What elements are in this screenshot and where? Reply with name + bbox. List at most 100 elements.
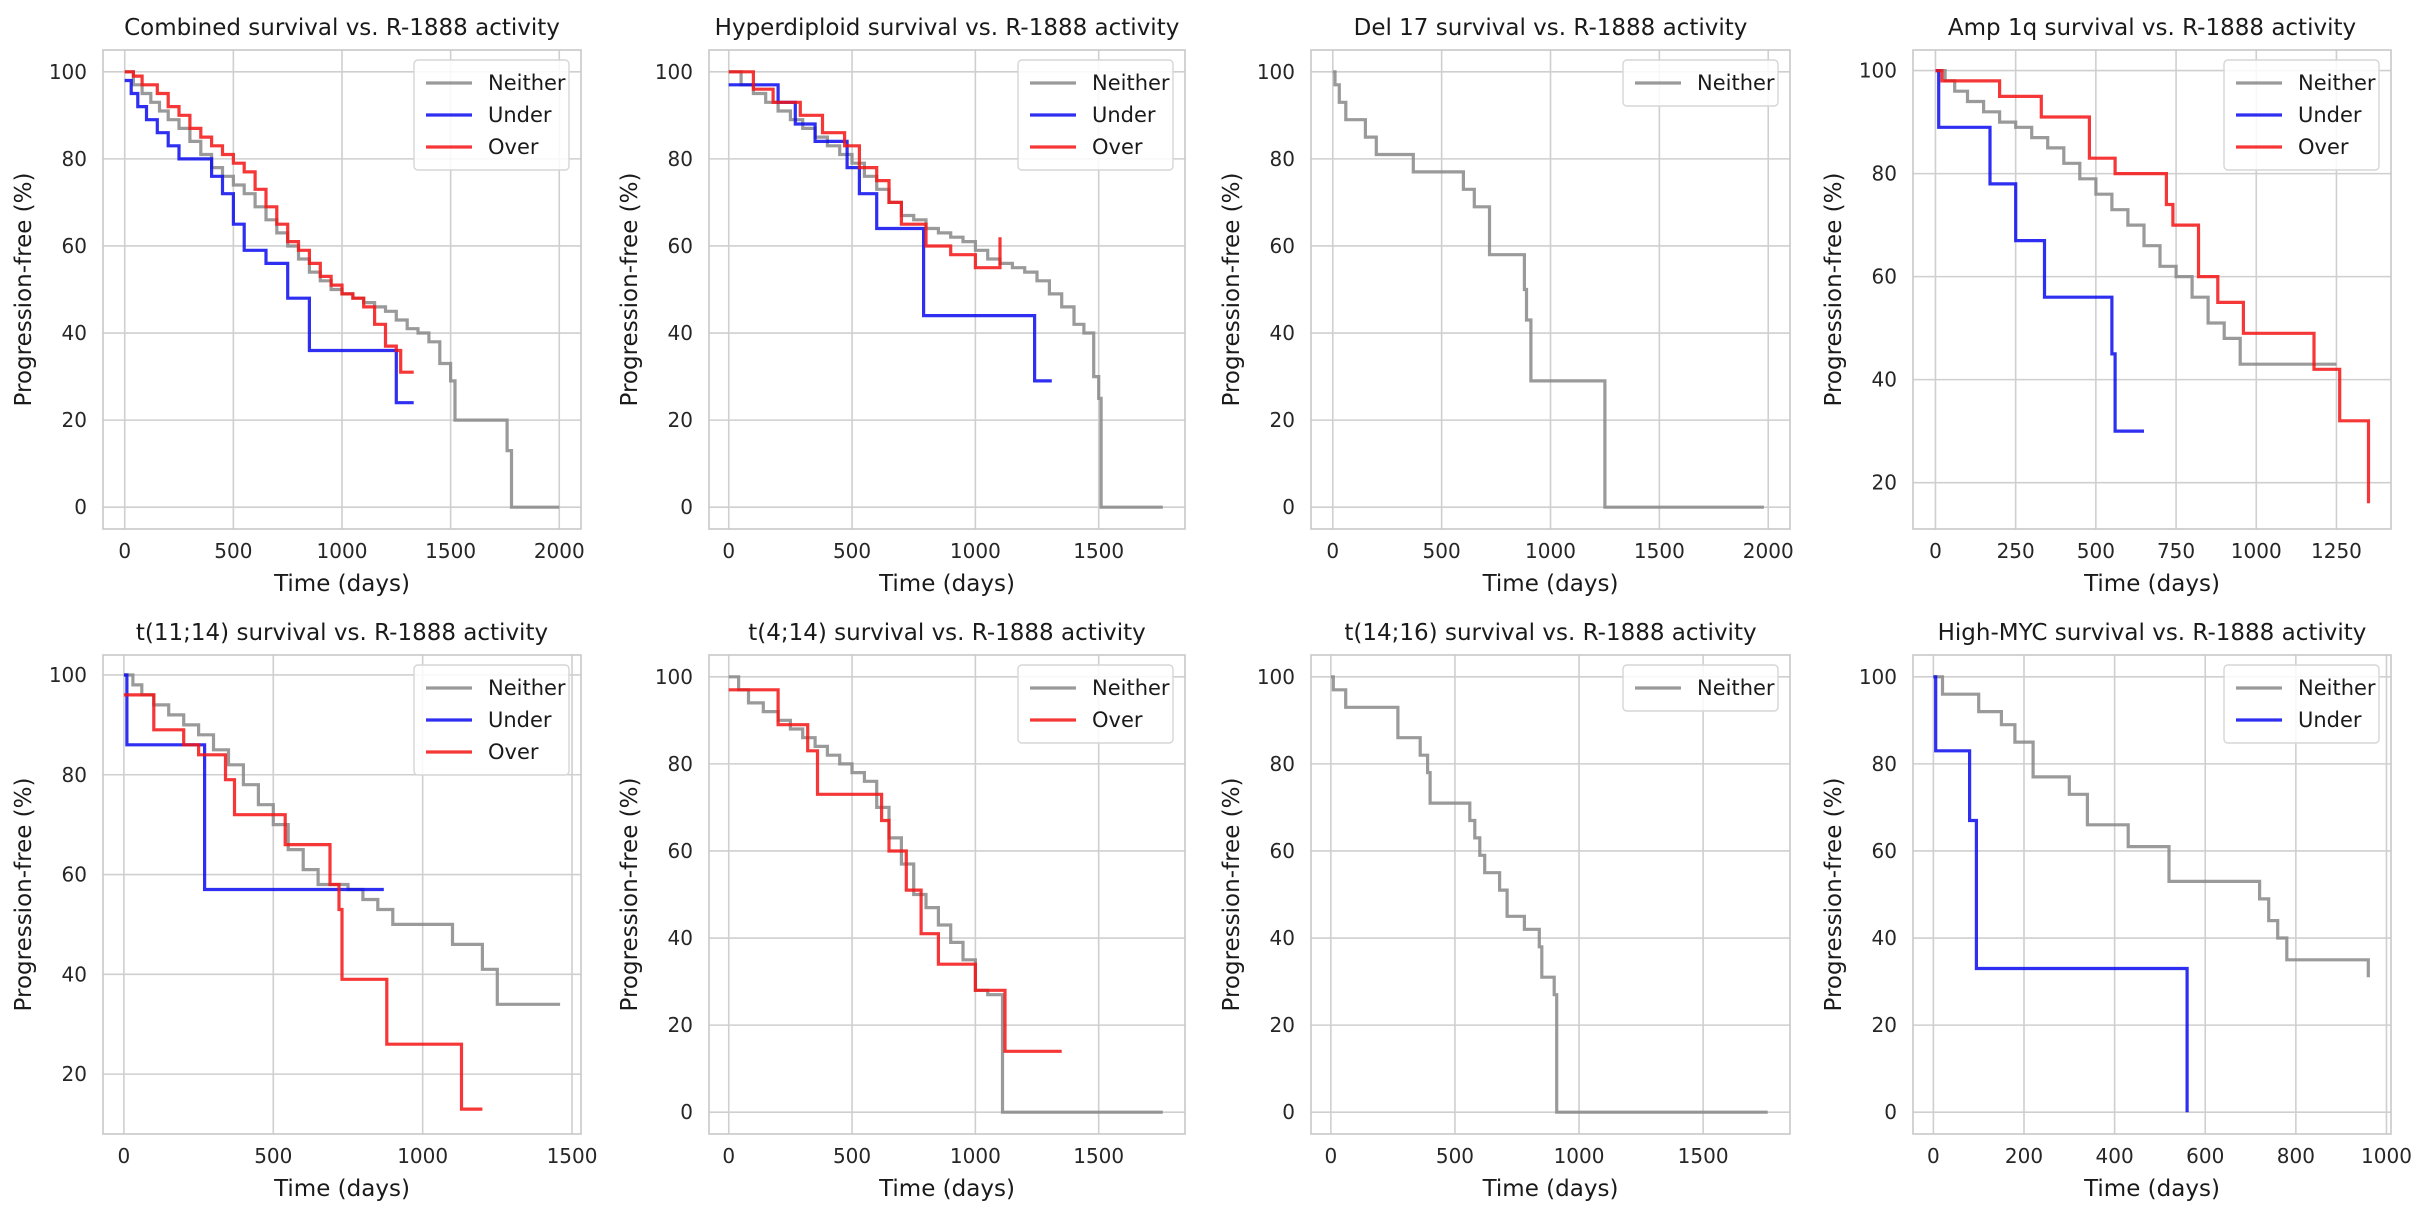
y-tick-label: 80	[1270, 752, 1295, 776]
legend: Neither	[1622, 59, 1779, 107]
series-line-over	[124, 70, 414, 374]
series-line-over	[123, 693, 483, 1111]
x-tick-label: 0	[722, 539, 735, 563]
x-tick-label: 2000	[534, 539, 585, 563]
y-tick-label: 60	[1270, 839, 1295, 863]
x-tick-label: 500	[1423, 539, 1461, 563]
legend-label-neither: Neither	[2298, 71, 2376, 95]
y-tick-label: 20	[668, 1013, 693, 1037]
legend: Neither Over	[1017, 664, 1174, 744]
x-axis-label: Time (days)	[1482, 1176, 1619, 1202]
legend-label-neither: Neither	[1697, 71, 1775, 95]
y-tick-label: 100	[655, 665, 693, 689]
y-tick-label: 0	[1282, 495, 1295, 519]
legend-box	[1622, 59, 1779, 107]
x-tick-label: 2000	[1743, 539, 1794, 563]
chart-title: Amp 1q survival vs. R-1888 activity	[1948, 15, 2356, 41]
legend-box	[1017, 664, 1174, 744]
x-axis-label: Time (days)	[1482, 571, 1619, 597]
x-tick-label: 0	[118, 539, 131, 563]
y-tick-label: 80	[62, 763, 87, 787]
legend-label-under: Under	[488, 103, 552, 127]
legend-label-neither: Neither	[1092, 676, 1170, 700]
legend: Neither Under	[2223, 664, 2380, 744]
legend-label-under: Under	[2298, 103, 2362, 127]
y-tick-label: 100	[1859, 665, 1897, 689]
y-tick-label: 60	[62, 863, 87, 887]
y-tick-label: 100	[49, 60, 87, 84]
chart-panel-4: 0 250 500 750 1000 1250 20 40 60 80 100 Amp 1q surv…	[1821, 15, 2392, 597]
x-tick-label: 800	[2277, 1144, 2315, 1168]
series-line-under	[123, 673, 384, 892]
x-tick-label: 1500	[547, 1144, 598, 1168]
x-axis-label: Time (days)	[273, 571, 410, 597]
y-tick-label: 0	[680, 1100, 693, 1124]
y-tick-label: 80	[1872, 752, 1897, 776]
chart-panel-8: 0 200 400 600 800 1000 0 20 40 60 80 100 High-MYC su…	[1821, 620, 2412, 1202]
legend-label-neither: Neither	[1092, 71, 1170, 95]
chart-panel-7: 0 500 1000 1500 0 20 40 60 80 100 t(14;16) surviva…	[1219, 620, 1791, 1202]
legend-label-over: Over	[2298, 135, 2349, 159]
legend: Neither	[1622, 664, 1779, 712]
y-tick-label: 100	[655, 60, 693, 84]
y-axis-label: Progression-free (%)	[11, 778, 37, 1012]
x-tick-label: 1500	[1634, 539, 1685, 563]
x-tick-label: 500	[1436, 1144, 1474, 1168]
x-tick-label: 500	[833, 539, 871, 563]
y-tick-label: 40	[1872, 926, 1897, 950]
y-axis-label: Progression-free (%)	[617, 173, 643, 407]
y-tick-label: 40	[1270, 926, 1295, 950]
legend-label-under: Under	[1092, 103, 1156, 127]
legend-box	[1622, 664, 1779, 712]
y-tick-label: 100	[49, 663, 87, 687]
y-tick-label: 80	[1872, 162, 1897, 186]
legend-label-under: Under	[2298, 708, 2362, 732]
y-tick-label: 60	[1270, 234, 1295, 258]
series-line-under	[1935, 69, 2144, 433]
legend-label-neither: Neither	[488, 71, 566, 95]
y-tick-label: 60	[668, 839, 693, 863]
y-tick-label: 80	[1270, 147, 1295, 171]
x-tick-label: 250	[1997, 539, 2035, 563]
x-axis-label: Time (days)	[2083, 1176, 2220, 1202]
y-tick-label: 100	[1257, 60, 1295, 84]
x-tick-label: 1000	[2231, 539, 2282, 563]
legend: Neither Under Over	[2223, 59, 2380, 171]
y-tick-label: 80	[62, 147, 87, 171]
y-axis-label: Progression-free (%)	[1821, 778, 1847, 1012]
x-tick-label: 1500	[1073, 1144, 1124, 1168]
y-axis-label: Progression-free (%)	[1219, 778, 1245, 1012]
series-line-under	[728, 83, 1052, 383]
x-tick-label: 1250	[2311, 539, 2362, 563]
legend-label-over: Over	[1092, 135, 1143, 159]
plot-frame	[708, 49, 1186, 530]
x-tick-label: 0	[1324, 1144, 1337, 1168]
legend-label-neither: Neither	[2298, 676, 2376, 700]
series-line-neither	[124, 70, 560, 509]
x-tick-label: 600	[2186, 1144, 2224, 1168]
plot-frame	[1310, 49, 1791, 530]
chart-title: High-MYC survival vs. R-1888 activity	[1938, 620, 2367, 646]
x-tick-label: 1000	[950, 539, 1001, 563]
legend-label-under: Under	[488, 708, 552, 732]
x-axis-label: Time (days)	[273, 1176, 410, 1202]
chart-panel-6: 0 500 1000 1500 0 20 40 60 80 100 t(4;14) survival…	[617, 620, 1186, 1202]
series-line-neither	[1330, 675, 1768, 1114]
chart-panel-2: 0 500 1000 1500 0 20 40 60 80 100 Hyperdiploid sur…	[617, 15, 1186, 597]
legend-label-neither: Neither	[1697, 676, 1775, 700]
legend-label-over: Over	[1092, 708, 1143, 732]
x-tick-label: 1000	[1554, 1144, 1605, 1168]
x-tick-label: 1000	[317, 539, 368, 563]
y-tick-label: 40	[1270, 321, 1295, 345]
chart-panel-3: 0 500 1000 1500 2000 0 20 40 60 80 100 Del 17 survi…	[1219, 15, 1794, 597]
series-line-over	[1935, 69, 2371, 504]
x-axis-label: Time (days)	[878, 1176, 1015, 1202]
plot-frame	[1310, 654, 1791, 1135]
y-tick-label: 40	[62, 321, 87, 345]
x-tick-label: 1500	[425, 539, 476, 563]
y-tick-label: 20	[1270, 408, 1295, 432]
x-tick-label: 500	[214, 539, 252, 563]
x-tick-label: 0	[118, 1144, 131, 1168]
plot-frame	[102, 654, 582, 1135]
